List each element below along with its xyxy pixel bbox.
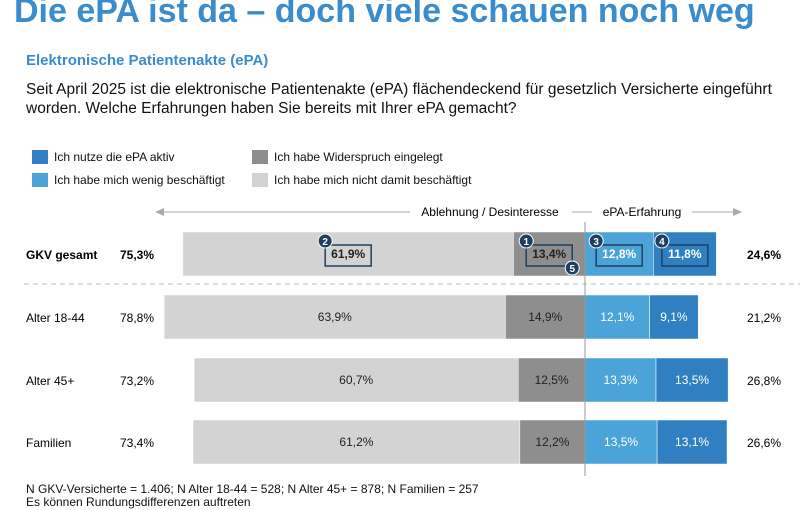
bar-segment (584, 294, 650, 340)
highlight-box (324, 244, 372, 267)
marker-number: 4 (659, 237, 665, 248)
data-label: 12,1% (600, 310, 634, 324)
left-total-label: 75,3% (120, 248, 154, 262)
data-label: 12,8% (602, 247, 636, 261)
marker-number: 2 (322, 237, 328, 248)
left-total-label: 73,4% (120, 436, 154, 450)
bar-segment (656, 419, 728, 465)
bar-segment (518, 357, 586, 403)
data-label: 13,1% (675, 435, 709, 449)
category-label: GKV gesamt (26, 248, 97, 262)
right-total-label: 26,6% (747, 436, 781, 450)
question-text: Seit April 2025 ist die elektronische Pa… (26, 81, 772, 117)
marker-number: 1 (523, 237, 529, 248)
footnote: N GKV-Versicherte = 1.406; N Alter 18-44… (26, 483, 479, 509)
footnote-rounding: Es können Rundungsdifferenzen auftreten (26, 495, 251, 509)
highlight-box (595, 244, 643, 267)
data-label: 11,8% (668, 247, 702, 261)
data-label: 13,5% (604, 435, 638, 449)
data-label: 61,2% (339, 435, 373, 449)
marker-badge (654, 233, 670, 249)
bar-segment (505, 294, 586, 340)
legend-item-wenig: Ich habe mich wenig beschäftigt (32, 173, 225, 187)
data-label: 14,9% (528, 310, 562, 324)
bar-segment (584, 419, 658, 465)
footnote-sample-sizes: N GKV-Versicherte = 1.406; N Alter 18-44… (26, 482, 479, 496)
left-total-label: 78,8% (120, 311, 154, 325)
marker-badge (317, 233, 333, 249)
bar-segment (584, 357, 657, 403)
bar-segment (655, 357, 729, 403)
axis-arrow-right (733, 208, 742, 216)
right-total-label: 24,6% (747, 248, 781, 262)
page-title: Die ePA ist da – doch viele schauen noch… (14, 0, 755, 30)
data-label: 13,4% (532, 247, 566, 261)
category-label: Alter 45+ (26, 374, 74, 388)
data-label: 9,1% (660, 310, 688, 324)
data-label: 12,5% (535, 373, 569, 387)
right-total-label: 21,2% (747, 311, 781, 325)
marker-badge (588, 233, 604, 249)
marker-badge (564, 260, 580, 276)
data-label: 63,9% (318, 310, 352, 324)
marker-number: 5 (569, 264, 575, 275)
bar-segment (519, 419, 586, 465)
category-label: Familien (26, 436, 71, 450)
left-total-label: 73,2% (120, 374, 154, 388)
data-label: 12,2% (535, 435, 569, 449)
bar-segment (649, 294, 699, 340)
legend-item-nicht: Ich habe mich nicht damit beschäftigt (252, 173, 471, 187)
axis-label-right: ePA-Erfahrung (603, 205, 682, 219)
subtitle: Elektronische Patientenakte (ePA) (26, 52, 269, 69)
legend-item-widerspruch: Ich habe Widerspruch eingelegt (252, 150, 443, 164)
highlight-box (525, 244, 573, 267)
bar-segment (163, 294, 506, 340)
axis-arrow-left (155, 208, 164, 216)
data-label: 60,7% (339, 373, 373, 387)
data-label: 13,3% (603, 373, 637, 387)
data-label: 13,5% (675, 373, 709, 387)
marker-number: 3 (593, 237, 599, 248)
marker-badge (518, 233, 534, 249)
axis-label-left: Ablehnung / Desinteresse (421, 205, 559, 219)
right-total-label: 26,8% (747, 374, 781, 388)
bar-segment (192, 419, 521, 465)
legend-item-aktiv: Ich nutze die ePA aktiv (32, 150, 175, 164)
bar-segment (182, 231, 514, 277)
bar-segment (193, 357, 519, 403)
category-label: Alter 18-44 (26, 311, 85, 325)
highlight-box (661, 244, 709, 267)
data-label: 61,9% (331, 247, 365, 261)
